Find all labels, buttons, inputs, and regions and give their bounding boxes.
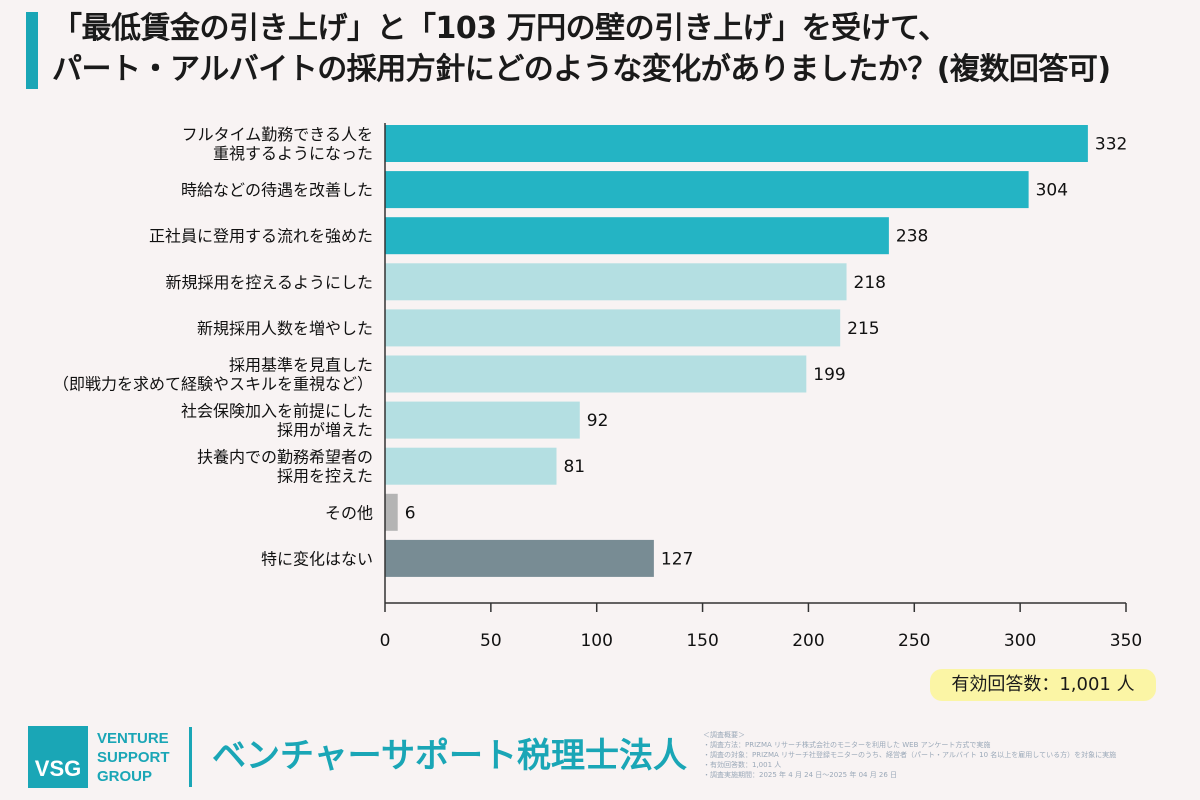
bar	[385, 263, 847, 301]
survey-line: ・調査の対象：PRIZMA リサーチ社登録モニターのうち、経営者（パート・アルバ…	[703, 751, 1117, 759]
chart-title-line2: パート・アルバイトの採用方針にどのような変化がありましたか？(複数回答可)	[52, 52, 1111, 87]
bar	[385, 171, 1029, 209]
category-label: 採用を控えた	[277, 467, 373, 486]
survey-line: ＜調査概要＞	[703, 731, 745, 739]
bar-value-label: 215	[847, 319, 879, 339]
category-label: 正社員に登用する流れを強めた	[149, 227, 373, 246]
survey-overview: ＜調査概要＞ ・調査方法：PRIZMA リサーチ株式会社のモニターを利用した W…	[703, 730, 1193, 780]
category-label: 重視するようになった	[213, 144, 373, 163]
company-name: VENTURE SUPPORT GROUP	[97, 729, 177, 786]
x-tick-label: 100	[580, 631, 612, 651]
bar-value-label: 92	[587, 411, 609, 431]
bar-value-label: 199	[813, 365, 845, 385]
bar	[385, 125, 1088, 162]
chart-title-line1: 「最低賃金の引き上げ」と「103 万円の壁の引き上げ」を受けて、	[52, 11, 948, 46]
corporation-name: ベンチャーサポート税理士法人	[212, 736, 687, 776]
bar	[385, 401, 580, 439]
vsg-logo: VSG	[28, 726, 88, 788]
bar	[385, 493, 398, 531]
bar-value-label: 218	[854, 273, 886, 293]
category-label: 採用基準を見直した	[229, 356, 373, 375]
bar-value-label: 304	[1036, 181, 1068, 201]
category-label: 新規採用を控えるようにした	[165, 273, 373, 292]
category-label: 社会保険加入を前提にした	[181, 402, 373, 421]
company-name-line: GROUP	[97, 768, 153, 785]
category-label: 扶養内での勤務希望者の	[197, 448, 373, 467]
bar	[385, 447, 557, 485]
x-tick-label: 250	[898, 631, 930, 651]
category-label: フルタイム勤務できる人を	[182, 125, 373, 144]
category-label: 採用が増えた	[277, 421, 373, 440]
bar-value-label: 127	[661, 549, 693, 569]
survey-line: ・調査方法：PRIZMA リサーチ株式会社のモニターを利用した WEB アンケー…	[703, 741, 991, 749]
bar-value-label: 238	[896, 227, 928, 247]
title-accent-bar	[26, 12, 38, 89]
category-label: 新規採用人数を増やした	[197, 319, 373, 338]
response-count-badge: 有効回答数：1,001 人	[930, 669, 1156, 701]
company-name-line: VENTURE	[97, 730, 169, 747]
x-tick-label: 150	[686, 631, 718, 651]
x-tick-label: 50	[480, 631, 502, 651]
survey-line: ・調査実施期間：2025 年 4 月 24 日～2025 年 04 月 26 日	[703, 771, 898, 779]
category-label: 特に変化はない	[261, 549, 373, 568]
x-tick-label: 350	[1110, 631, 1142, 651]
footer-divider	[189, 727, 192, 787]
x-tick-label: 300	[1004, 631, 1036, 651]
bar	[385, 217, 889, 255]
bar-value-label: 332	[1095, 135, 1127, 155]
bar	[385, 309, 841, 347]
x-tick-label: 0	[380, 631, 391, 651]
survey-line: ・有効回答数：1,001 人	[703, 761, 782, 769]
bar-value-label: 81	[563, 457, 585, 477]
x-tick-label: 200	[792, 631, 824, 651]
bar	[385, 355, 807, 393]
chart-title: 「最低賃金の引き上げ」と「103 万円の壁の引き上げ」を受けて、 パート・アルバ…	[52, 8, 1192, 90]
category-label: 時給などの待遇を改善した	[181, 181, 373, 200]
bar-value-label: 6	[405, 503, 416, 523]
category-label: その他	[325, 503, 373, 522]
category-label: （即戦力を求めて経験やスキルを重視など）	[53, 375, 373, 394]
company-name-line: SUPPORT	[97, 749, 170, 766]
bar	[385, 539, 654, 577]
